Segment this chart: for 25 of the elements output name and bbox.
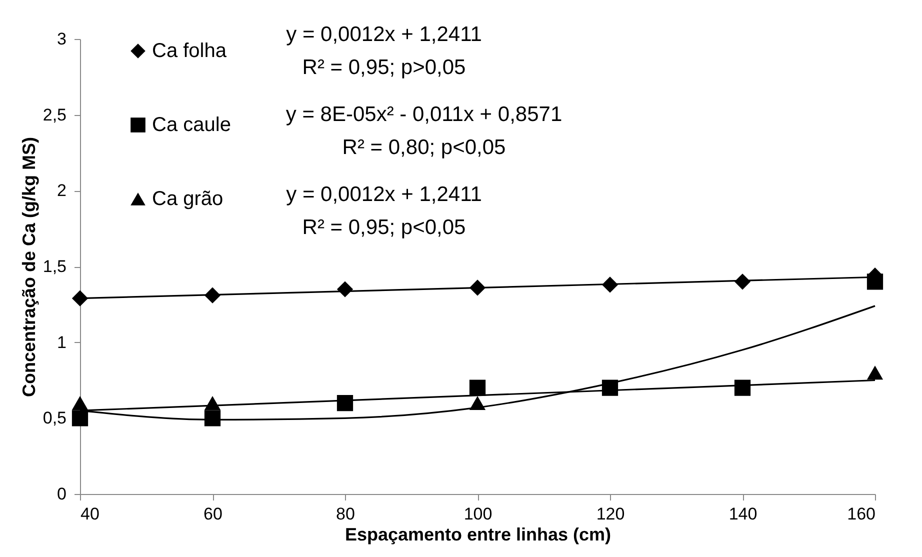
x-tick-label: 40 — [80, 504, 100, 524]
y-axis-title: Concentração de Ca (g/kg MS) — [18, 136, 39, 398]
legend-label: Ca folha — [152, 40, 228, 62]
y-tick-label: 0 — [57, 484, 66, 504]
y-tick-label: 1,5 — [42, 257, 66, 276]
y-tick-label: 2,5 — [42, 105, 66, 124]
annotation: R² = 0,95; p>0,05 — [302, 56, 466, 79]
x-tick-label: 80 — [336, 504, 355, 524]
x-tick-label: 120 — [596, 504, 625, 524]
y-tick-label: 3 — [57, 30, 66, 48]
x-axis-title: Espaçamento entre linhas (cm) — [344, 524, 612, 544]
x-tick-label: 100 — [464, 504, 492, 524]
y-tick-label: 1 — [57, 332, 66, 352]
annotation: R² = 0,80; p<0,05 — [342, 136, 506, 159]
annotation: R² = 0,95; p<0,05 — [302, 216, 466, 239]
x-tick-label: 160 — [847, 504, 876, 524]
x-tick-label: 60 — [204, 504, 222, 524]
y-tick-label: 0,5 — [42, 408, 66, 428]
legend-label: Ca caule — [152, 114, 231, 136]
x-tick-label: 140 — [728, 504, 758, 524]
annotation: y = 0,0012x + 1,2411 — [286, 23, 482, 46]
legend-label: Ca grão — [152, 188, 224, 210]
annotation: y = 0,0012x + 1,2411 — [286, 183, 482, 206]
y-tick-label: 2 — [57, 181, 66, 200]
annotation: y = 8E-05x² - 0,011x + 0,8571 — [286, 103, 562, 126]
